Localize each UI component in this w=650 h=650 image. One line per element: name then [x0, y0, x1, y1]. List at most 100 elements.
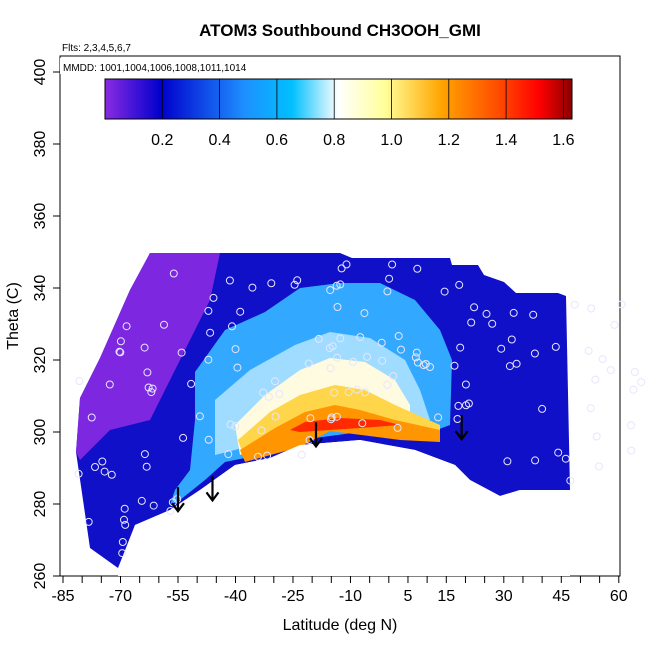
observation-point	[177, 348, 186, 357]
observation-point	[606, 366, 615, 375]
observation-point	[637, 378, 646, 387]
observation-point	[584, 346, 593, 355]
observation-point	[413, 264, 422, 273]
chart-subtitle-mmdd: MMDD: 1001,1004,1006,1008,1011,1014	[63, 63, 247, 74]
observation-point	[306, 414, 315, 423]
observation-point	[120, 515, 128, 524]
observation-point	[326, 286, 335, 295]
observation-point	[225, 276, 234, 285]
observation-point	[143, 368, 152, 377]
observation-point	[297, 450, 306, 459]
observation-point	[336, 280, 345, 289]
observation-point	[166, 507, 175, 515]
observation-point	[100, 467, 109, 476]
x-axis-label: Latitude (deg N)	[283, 617, 398, 634]
observation-point	[91, 463, 99, 471]
colorbar-ticks: 0.2 0.4 0.6 0.8 1.0 1.2 1.4 1.6	[151, 79, 575, 149]
observation-point	[228, 322, 236, 331]
heatmap-layer	[76, 253, 570, 576]
observation-point	[271, 412, 280, 421]
observation-point	[456, 343, 465, 352]
observation-point	[226, 420, 235, 429]
observation-point	[271, 377, 279, 386]
x-tick-label: -25	[281, 588, 304, 605]
observation-point	[450, 361, 459, 370]
observation-point	[383, 380, 392, 389]
observation-point	[160, 320, 168, 329]
y-tick-label: 340	[32, 275, 49, 302]
observation-point	[617, 300, 626, 309]
observation-point	[120, 504, 129, 513]
observation-point	[554, 448, 563, 457]
observation-point	[440, 287, 449, 296]
x-tick-label: 60	[610, 588, 628, 605]
observation-point	[75, 377, 84, 385]
colorbar-tick-label: 1.0	[380, 132, 402, 149]
observation-point	[482, 309, 491, 318]
observation-point	[592, 432, 601, 441]
observation-point	[389, 372, 398, 381]
observation-point	[118, 538, 127, 546]
observation-point	[209, 293, 218, 302]
observation-point	[147, 388, 156, 397]
y-tick-label: 380	[32, 131, 49, 158]
observation-point	[259, 388, 268, 397]
observation-point	[337, 264, 346, 273]
observation-point	[356, 333, 365, 342]
observation-point	[591, 375, 600, 384]
observation-point	[388, 260, 397, 269]
observation-point	[505, 362, 514, 371]
observation-point	[629, 385, 638, 394]
observation-point	[627, 446, 636, 455]
x-tick-label: 15	[437, 588, 455, 605]
observation-point	[377, 338, 386, 347]
observation-point	[187, 379, 196, 388]
observation-point	[551, 342, 560, 351]
x-axis-ticks: -85-70-55-40-25-1051530456075	[51, 576, 628, 605]
observation-point	[587, 304, 596, 313]
observation-point	[411, 353, 420, 362]
observation-point	[107, 470, 116, 479]
observation-point	[464, 399, 473, 408]
observation-point	[529, 310, 538, 319]
observation-point	[455, 280, 464, 289]
observation-point	[98, 457, 107, 466]
observation-point	[290, 280, 299, 289]
chart-title: ATOM3 Southbound CH3OOH_GMI	[199, 21, 481, 40]
observation-point	[336, 334, 345, 343]
observation-point	[140, 450, 149, 459]
observation-point	[397, 345, 405, 354]
heatmap-south-purple	[76, 253, 220, 460]
observation-point	[363, 352, 372, 361]
y-tick-label: 280	[32, 491, 49, 518]
x-tick-label: -40	[224, 588, 247, 605]
observation-point	[304, 359, 313, 368]
observation-point	[115, 347, 124, 356]
colorbar-tick-label: 0.4	[208, 132, 230, 149]
observation-point	[627, 421, 635, 430]
heatmap-core-red	[290, 418, 400, 432]
subtitle-mmdd-bg	[60, 58, 260, 74]
observation-point	[467, 318, 476, 327]
observation-point	[254, 452, 262, 461]
observation-point	[195, 412, 204, 421]
x-tick-label: -10	[339, 588, 362, 605]
x-tick-label: -55	[166, 588, 189, 605]
observation-point	[293, 276, 302, 285]
observation-point	[263, 451, 272, 460]
observation-point	[326, 364, 335, 373]
chart-subtitle-flights: Flts: 2,3,4,5,6,7	[62, 43, 131, 54]
observation-point	[561, 454, 570, 463]
observation-point	[74, 469, 83, 478]
observation-point	[305, 436, 314, 444]
observation-point	[137, 496, 146, 505]
observation-point	[361, 388, 369, 397]
observation-point	[538, 404, 547, 413]
observation-point	[233, 363, 242, 372]
observation-point	[224, 450, 233, 459]
heatmap-core-orange	[240, 405, 440, 462]
observation-point	[330, 388, 339, 397]
observation-point	[342, 260, 351, 269]
observation-point	[148, 384, 157, 393]
